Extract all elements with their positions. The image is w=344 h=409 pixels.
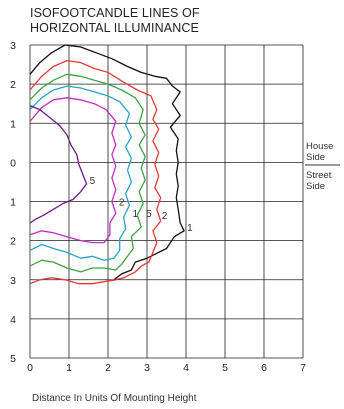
y-tick-label: 3 bbox=[10, 40, 16, 52]
x-tick-label: 7 bbox=[300, 362, 306, 374]
y-tick-label: 4 bbox=[10, 314, 16, 326]
isoline-green bbox=[29, 73, 146, 273]
y-tick-label: 5 bbox=[10, 353, 16, 365]
isoline-cyan bbox=[29, 85, 133, 261]
isoline-magenta bbox=[29, 97, 117, 244]
isoline-1 bbox=[29, 44, 185, 281]
chart-series bbox=[29, 44, 185, 285]
contour-label: 2 bbox=[162, 211, 168, 222]
y-tick-label: 1 bbox=[10, 197, 16, 209]
y-tick-label: 3 bbox=[10, 275, 16, 287]
y-tick-label: 1 bbox=[10, 118, 16, 130]
contour-label: 1 bbox=[133, 209, 139, 220]
isoline-5 bbox=[29, 104, 88, 224]
contour-label: 2 bbox=[119, 198, 125, 209]
x-tick-label: 3 bbox=[144, 362, 150, 374]
street-side-label: Street Side bbox=[306, 170, 332, 192]
x-axis-label: Distance In Units Of Mounting Height bbox=[32, 393, 197, 404]
house-side-label: House Side bbox=[306, 141, 334, 163]
contour-labels: 521 5 21 bbox=[90, 176, 193, 234]
x-tick-label: 6 bbox=[261, 362, 267, 374]
isoline-2 bbox=[29, 59, 162, 285]
title-line-1: ISOFOOTCANDLE LINES OF bbox=[30, 6, 200, 20]
x-tick-label: 0 bbox=[27, 362, 33, 374]
chart-grid bbox=[29, 44, 304, 359]
title-line-2: HORIZONTAL ILLUMINANCE bbox=[30, 21, 199, 35]
page-title: ISOFOOTCANDLE LINES OF HORIZONTAL ILLUMI… bbox=[30, 6, 320, 36]
y-tick-label: 2 bbox=[10, 236, 16, 248]
x-tick-label: 2 bbox=[105, 362, 111, 374]
contour-label: 5 bbox=[146, 209, 152, 220]
contour-label: 1 bbox=[187, 223, 193, 234]
x-tick-label: 4 bbox=[183, 362, 189, 374]
contour-label: 5 bbox=[90, 176, 96, 187]
x-tick-label: 1 bbox=[66, 362, 72, 374]
y-tick-label: 0 bbox=[10, 157, 16, 169]
y-tick-label: 2 bbox=[10, 79, 16, 91]
x-tick-label: 5 bbox=[222, 362, 228, 374]
